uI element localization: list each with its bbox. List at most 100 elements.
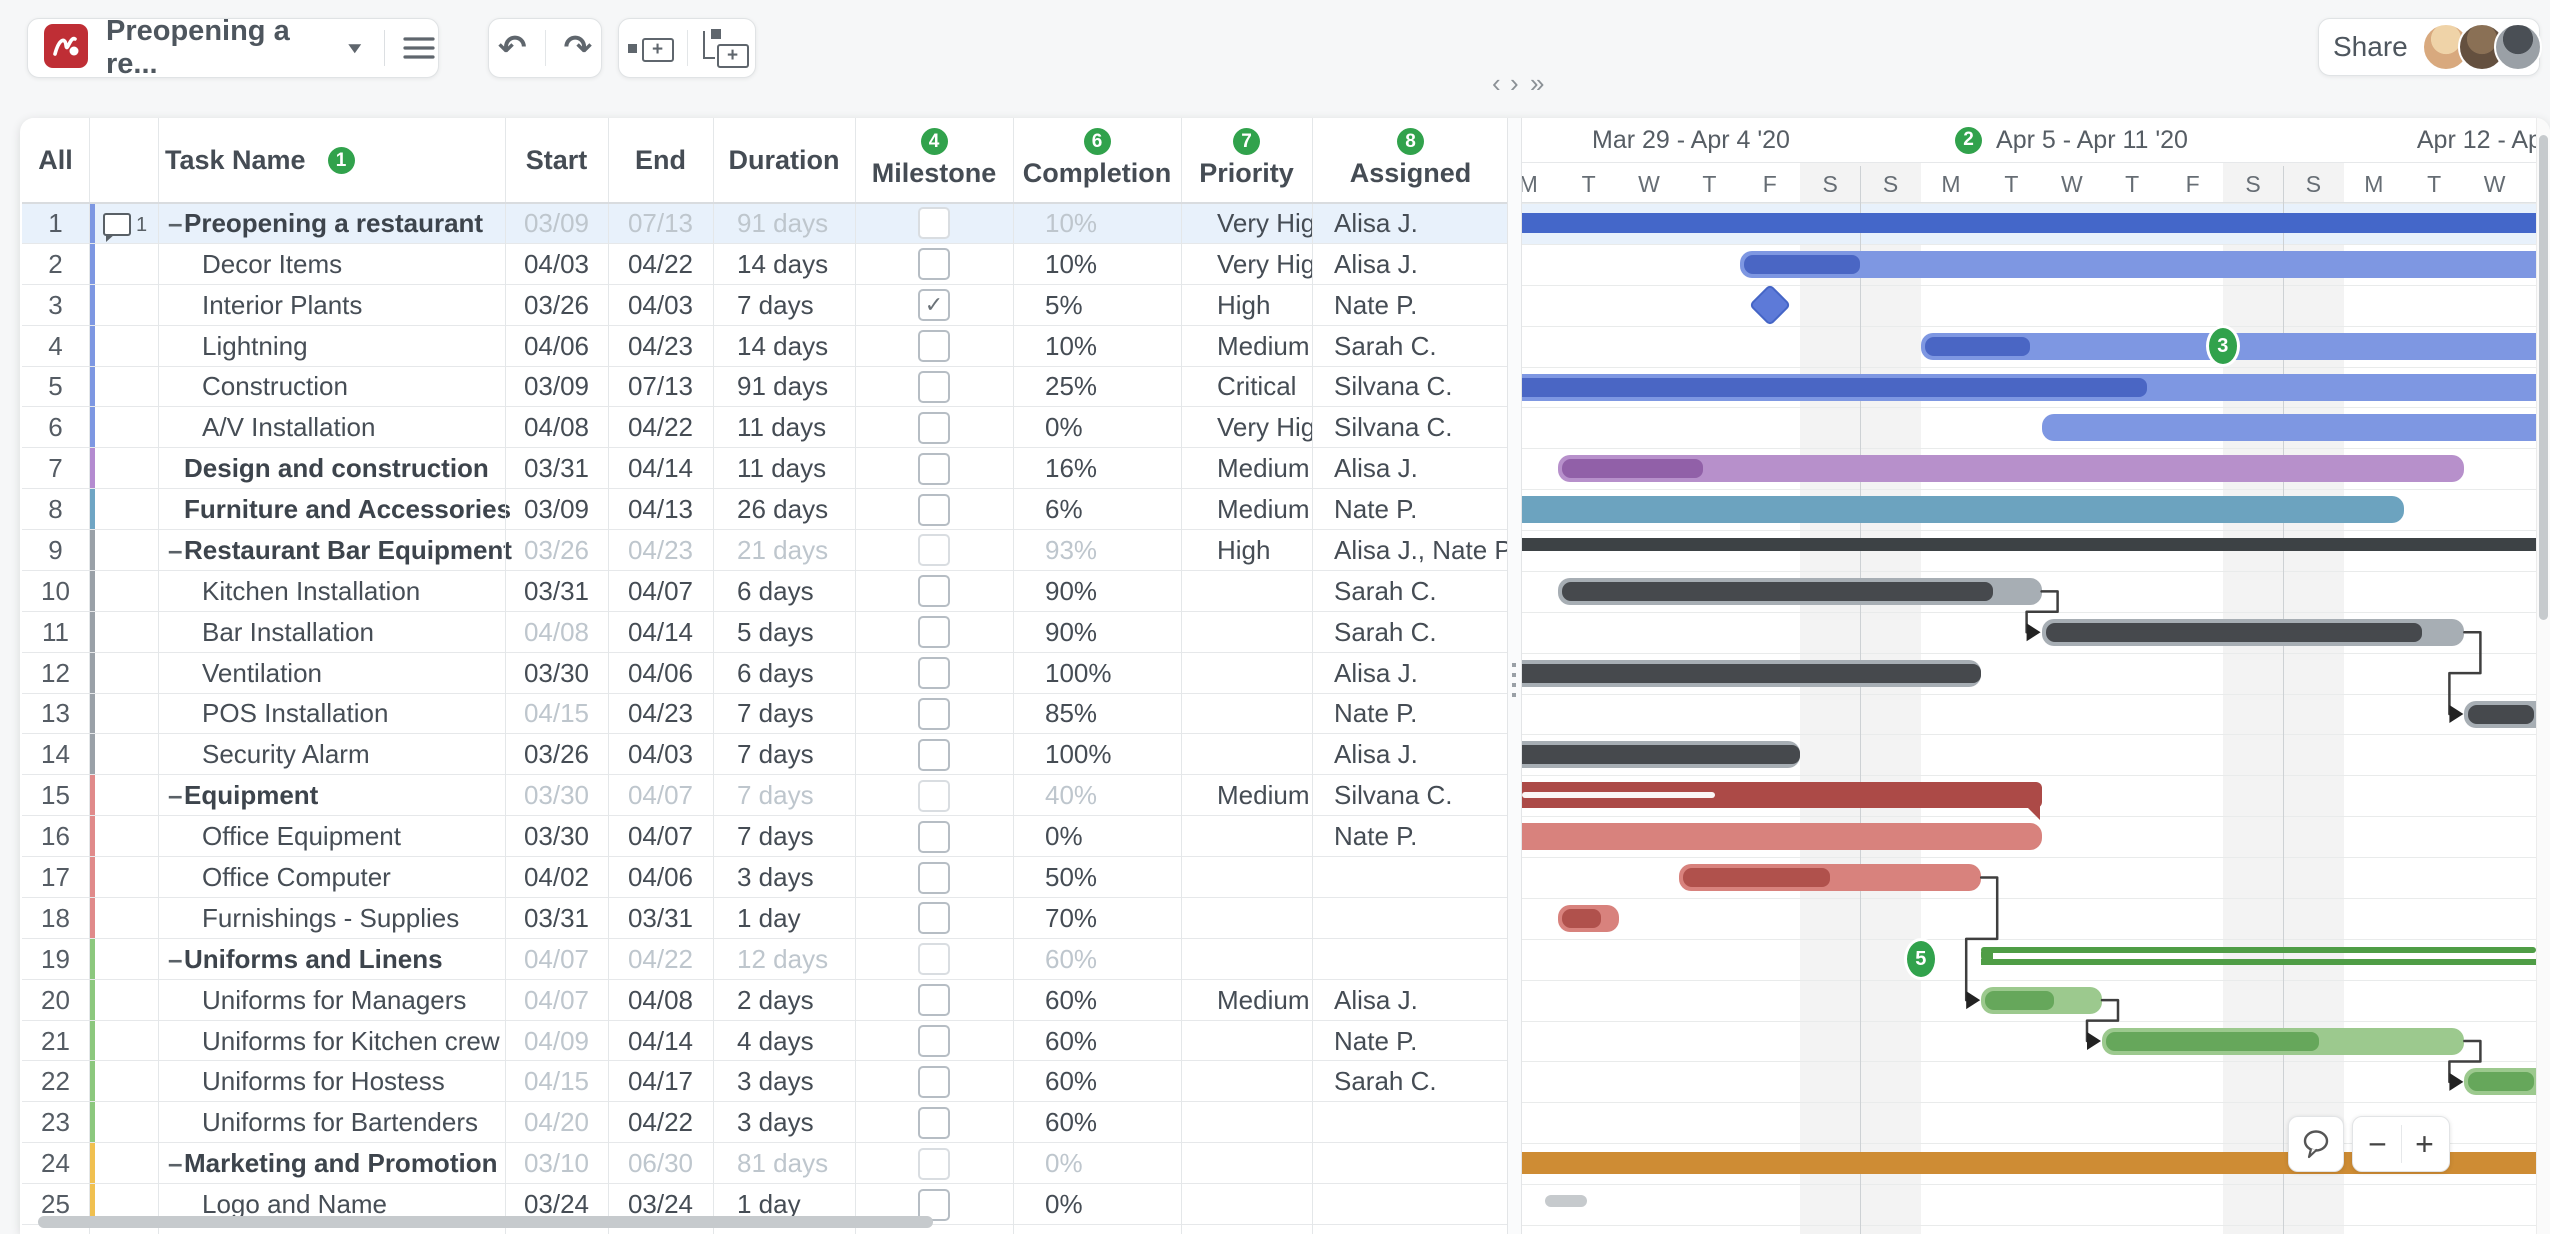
cell-start[interactable]: 03/30: [523, 657, 590, 688]
cell-priority[interactable]: [1217, 857, 1312, 898]
task-name-cell[interactable]: Office Equipment: [158, 816, 505, 857]
table-row[interactable]: 13 POS Installation 04/15 04/23 7 days 85% Nat…: [22, 693, 1509, 735]
gantt-bar[interactable]: [1522, 496, 2404, 524]
cell-priority[interactable]: High: [1217, 534, 1271, 565]
column-header-end[interactable]: End: [608, 118, 713, 203]
task-name-cell[interactable]: Kitchen Installation: [158, 571, 505, 612]
cell-end[interactable]: 03/24: [627, 1189, 694, 1220]
milestone-checkbox[interactable]: [918, 534, 950, 567]
cell-milestone[interactable]: [855, 612, 1013, 653]
cell-milestone[interactable]: [855, 448, 1013, 489]
cell-completion[interactable]: 60%: [1045, 984, 1098, 1015]
cell-milestone[interactable]: [855, 734, 1013, 775]
cell-duration[interactable]: 7 days: [737, 739, 814, 770]
cell-milestone[interactable]: [855, 898, 1013, 939]
cell-priority[interactable]: [1217, 612, 1312, 653]
column-header-milestone[interactable]: 4 Milestone: [855, 118, 1013, 203]
cell-milestone[interactable]: [855, 530, 1013, 571]
cell-start[interactable]: 04/15: [523, 1066, 590, 1097]
gantt-bar[interactable]: [1558, 455, 2465, 483]
row-number[interactable]: 4: [48, 330, 63, 361]
cell-assigned[interactable]: Alisa J., Nate P.: [1334, 534, 1509, 565]
cell-duration[interactable]: 7 days: [737, 698, 814, 729]
vertical-scrollbar[interactable]: [2536, 118, 2550, 1234]
summary-bar[interactable]: [1981, 946, 2536, 953]
splitter-grip[interactable]: [1512, 663, 1516, 697]
milestone-checkbox[interactable]: [918, 902, 950, 935]
cell-priority[interactable]: [1217, 734, 1312, 775]
cell-start[interactable]: 03/09: [523, 371, 590, 402]
table-row[interactable]: 7 Design and construction 03/31 04/14 11 day…: [22, 448, 1509, 490]
cell-end[interactable]: 04/03: [627, 289, 694, 320]
task-name-cell[interactable]: Lightning: [158, 326, 505, 367]
table-row[interactable]: 21 Uniforms for Kitchen crew 04/09 04/14 4 d…: [22, 1020, 1509, 1062]
table-row[interactable]: 1 1– Preopening a restaurant 03/09 07/13 91 d…: [22, 203, 1509, 244]
row-number[interactable]: 22: [41, 1066, 70, 1097]
cell-start[interactable]: 03/30: [523, 780, 590, 811]
row-number[interactable]: 6: [48, 412, 63, 443]
cell-start[interactable]: 04/03: [523, 248, 590, 279]
cell-start[interactable]: 03/26: [523, 534, 590, 565]
milestone-checkbox[interactable]: [918, 330, 950, 363]
cell-start[interactable]: 04/02: [523, 862, 590, 893]
cell-assigned[interactable]: [1334, 1102, 1509, 1143]
title-chevron-down-icon[interactable]: ▼: [343, 38, 366, 57]
cell-priority[interactable]: Medium: [1217, 330, 1310, 361]
cell-duration[interactable]: 2 days: [737, 984, 814, 1015]
task-name-cell[interactable]: POS Installation: [158, 694, 505, 735]
cell-start[interactable]: 04/07: [523, 943, 590, 974]
cell-assigned[interactable]: [1334, 1143, 1509, 1184]
cell-milestone[interactable]: [855, 244, 1013, 285]
row-number[interactable]: 13: [41, 698, 70, 729]
cell-assigned[interactable]: Silvana C.: [1334, 780, 1453, 811]
cell-priority[interactable]: [1217, 1021, 1312, 1062]
milestone-checkbox[interactable]: [918, 984, 950, 1017]
summary-bar[interactable]: [1522, 213, 2536, 233]
cell-end[interactable]: 04/07: [627, 821, 694, 852]
cell-milestone[interactable]: [855, 1143, 1013, 1184]
cell-end[interactable]: 04/23: [627, 330, 694, 361]
row-number[interactable]: 25: [41, 1189, 70, 1220]
table-row[interactable]: 18 Furnishings - Supplies 03/31 03/31 1 day 7…: [22, 897, 1509, 939]
cell-assigned[interactable]: Sarah C.: [1334, 330, 1437, 361]
task-name-cell[interactable]: – Equipment: [158, 775, 505, 816]
cell-end[interactable]: 04/07: [627, 780, 694, 811]
cell-milestone[interactable]: ✓: [855, 285, 1013, 326]
row-number[interactable]: 20: [41, 984, 70, 1015]
milestone-diamond[interactable]: [1748, 283, 1792, 327]
cell-completion[interactable]: 10%: [1045, 330, 1098, 361]
row-number[interactable]: 5: [48, 371, 63, 402]
table-row[interactable]: 20 Uniforms for Managers 04/07 04/08 2 days 6…: [22, 979, 1509, 1021]
cell-start[interactable]: 03/31: [523, 453, 590, 484]
cell-duration[interactable]: 5 days: [737, 616, 814, 647]
row-number[interactable]: 24: [41, 1148, 70, 1179]
app-logo[interactable]: [44, 23, 88, 73]
cell-milestone[interactable]: [855, 489, 1013, 530]
cell-milestone[interactable]: [855, 980, 1013, 1021]
cell-priority[interactable]: Very High: [1217, 248, 1312, 279]
table-row[interactable]: 16 Office Equipment 03/30 04/07 7 days 0% Nate…: [22, 816, 1509, 858]
cell-priority[interactable]: Medium: [1217, 984, 1310, 1015]
milestone-checkbox[interactable]: [918, 861, 950, 894]
cell-priority[interactable]: [1217, 1061, 1312, 1102]
cell-completion[interactable]: 70%: [1045, 902, 1098, 933]
task-name-cell[interactable]: Bar Installation: [158, 612, 505, 653]
cell-milestone[interactable]: [855, 816, 1013, 857]
cell-priority[interactable]: [1217, 694, 1312, 735]
cell-start[interactable]: 03/26: [523, 739, 590, 770]
gantt-horizontal-scrollbar[interactable]: [1545, 1195, 1587, 1207]
cell-completion[interactable]: 90%: [1045, 575, 1098, 606]
task-name-cell[interactable]: Furniture and Accessories: [158, 489, 511, 530]
cell-assigned[interactable]: Nate P.: [1334, 494, 1418, 525]
document-title[interactable]: Preopening a re...: [106, 15, 290, 80]
cell-priority[interactable]: Medium: [1217, 453, 1310, 484]
cell-end[interactable]: 04/23: [627, 698, 694, 729]
cell-completion[interactable]: 90%: [1045, 616, 1098, 647]
cell-duration[interactable]: 6 days: [737, 657, 814, 688]
collaborator-avatar-3[interactable]: [2493, 23, 2542, 71]
milestone-checkbox[interactable]: [918, 779, 950, 812]
share-button[interactable]: Share: [2333, 31, 2408, 62]
milestone-checkbox[interactable]: [918, 616, 950, 649]
table-row[interactable]: 11 Bar Installation 04/08 04/14 5 days 90% Sar…: [22, 611, 1509, 653]
table-row[interactable]: 24 – Marketing and Promotion 03/10 06/30 81 d…: [22, 1143, 1509, 1185]
